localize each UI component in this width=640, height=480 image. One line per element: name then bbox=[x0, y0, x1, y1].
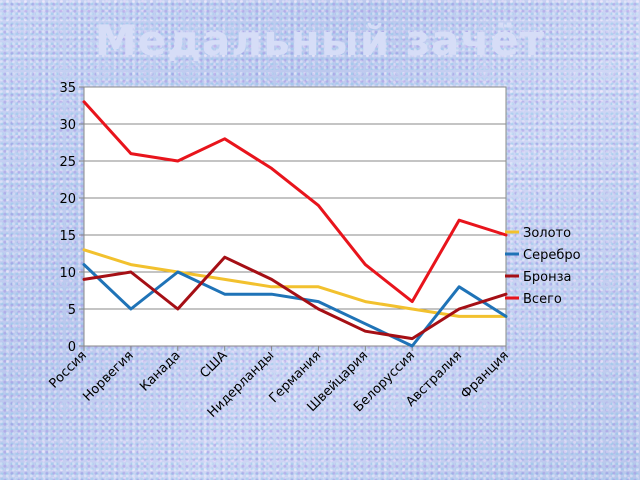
y-axis: 0 5 10 15 20 25 30 35 bbox=[59, 81, 84, 355]
y-tick-label: 35 bbox=[59, 81, 76, 96]
legend-label: Бронза bbox=[523, 270, 572, 285]
y-tick-label: 15 bbox=[59, 229, 76, 244]
x-tick-label: Канада bbox=[137, 348, 183, 394]
y-tick-label: 25 bbox=[59, 155, 76, 170]
x-tick-label: США bbox=[197, 348, 230, 381]
legend-label: Серебро bbox=[523, 248, 581, 263]
x-tick-label: Франция bbox=[458, 348, 512, 402]
y-tick-label: 10 bbox=[59, 266, 76, 281]
series-line bbox=[82, 100, 508, 304]
y-tick-label: 5 bbox=[68, 303, 76, 318]
series-line bbox=[82, 255, 508, 341]
y-tick-label: 20 bbox=[59, 192, 76, 207]
gridlines bbox=[84, 86, 506, 310]
y-tick-label: 0 bbox=[68, 340, 76, 355]
series-line bbox=[82, 248, 508, 318]
series-lines bbox=[82, 100, 508, 348]
legend-label: Золото bbox=[523, 226, 571, 241]
x-tick-label: Норвегия bbox=[80, 348, 136, 404]
y-tick-label: 30 bbox=[59, 118, 76, 133]
legend: Золото Серебро Бронза Всего bbox=[505, 226, 581, 307]
plot-area bbox=[83, 86, 507, 347]
legend-label: Всего bbox=[523, 292, 562, 307]
chart-title: Медальный зачёт bbox=[94, 16, 546, 65]
